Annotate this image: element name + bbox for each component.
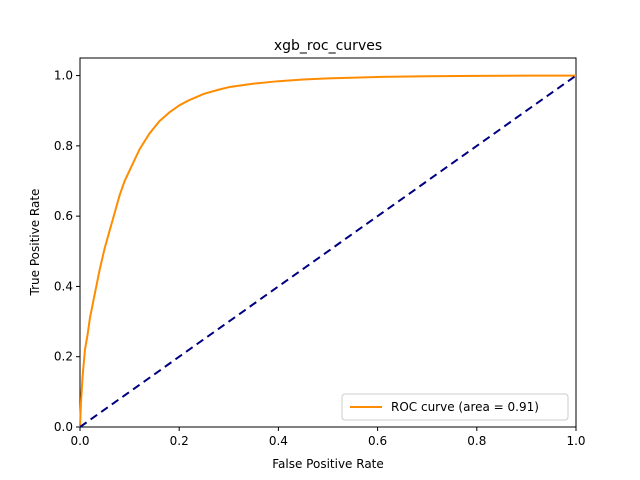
x-tick-label: 0.8 xyxy=(467,434,486,448)
x-tick-label: 0.0 xyxy=(70,434,89,448)
plot-frame xyxy=(79,57,577,428)
y-tick-label: 0.4 xyxy=(54,279,73,293)
series-layer xyxy=(79,74,577,428)
y-tick-label: 0.2 xyxy=(54,350,73,364)
y-axis-label: True Positive Rate xyxy=(28,189,42,297)
y-tick-label: 0.6 xyxy=(54,209,73,223)
x-tick-label: 0.2 xyxy=(170,434,189,448)
y-tick-label: 0.8 xyxy=(54,139,73,153)
chance-diagonal-line xyxy=(79,74,577,428)
roc-curve-line xyxy=(79,74,576,428)
y-tick-label: 0.0 xyxy=(54,420,73,434)
legend: ROC curve (area = 0.91) xyxy=(341,393,569,421)
legend-label: ROC curve (area = 0.91) xyxy=(391,400,539,414)
x-tick-label: 0.4 xyxy=(269,434,288,448)
y-tick-label: 1.0 xyxy=(54,69,73,83)
axis-ticks: 0.0 0.2 0.4 0.6 0.8 1.0 0.0 0.2 0.4 0.6 0.8 1.0 xyxy=(54,69,586,448)
x-tick-label: 1.0 xyxy=(566,434,585,448)
x-axis-label: False Positive Rate xyxy=(272,457,384,471)
legend-box xyxy=(341,393,569,421)
x-tick-label: 0.6 xyxy=(368,434,387,448)
chart-title: xgb_roc_curves xyxy=(274,38,382,54)
